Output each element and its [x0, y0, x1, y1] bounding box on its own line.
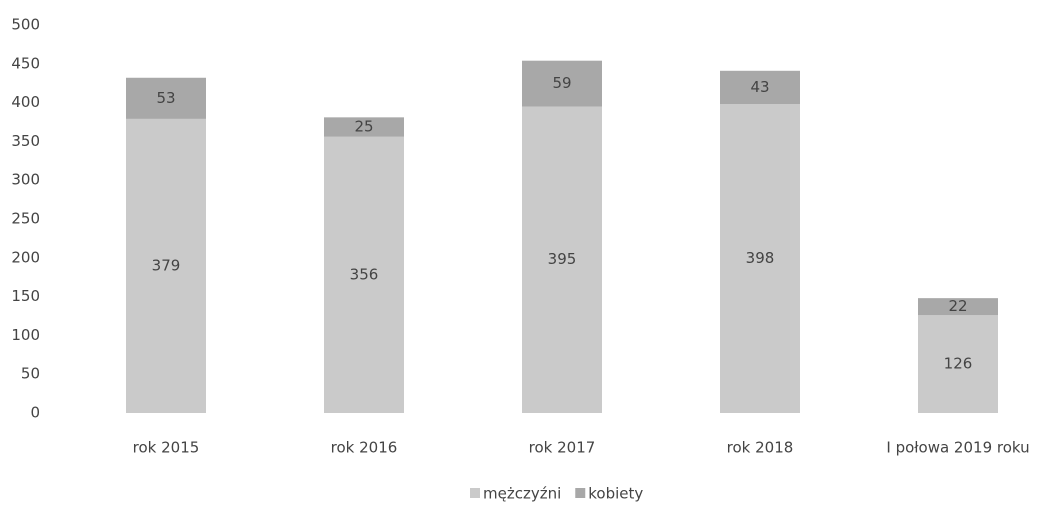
y-tick-label: 0 — [30, 404, 40, 422]
y-tick-label: 100 — [11, 326, 40, 344]
data-label: 53 — [156, 89, 175, 107]
legend-swatch — [470, 488, 480, 498]
legend-label: kobiety — [588, 485, 643, 503]
bar-segment — [522, 60, 602, 107]
y-tick-label: 250 — [11, 210, 40, 228]
bar-segment — [324, 136, 404, 413]
y-tick-label: 300 — [11, 171, 40, 189]
bar-segment — [918, 298, 998, 316]
data-label: 59 — [552, 74, 571, 92]
data-label: 356 — [350, 265, 379, 283]
x-tick-label: I połowa 2019 roku — [886, 439, 1029, 457]
bar-segment — [918, 315, 998, 413]
y-tick-label: 350 — [11, 132, 40, 150]
bar-segment — [126, 118, 206, 414]
x-tick-label: rok 2016 — [331, 439, 398, 457]
data-label: 398 — [746, 249, 775, 267]
data-label: 126 — [944, 355, 973, 373]
bar-segment — [126, 77, 206, 119]
x-tick-label: rok 2018 — [727, 439, 794, 457]
legend-swatch — [575, 488, 586, 498]
y-tick-label: 450 — [11, 54, 40, 72]
bar-segment — [720, 70, 800, 105]
x-tick-label: rok 2015 — [133, 439, 200, 457]
y-tick-label: 50 — [21, 365, 40, 383]
y-tick-label: 500 — [11, 16, 40, 34]
legend-label: mężczyźni — [483, 485, 561, 503]
data-label: 43 — [750, 78, 769, 96]
data-label: 22 — [948, 297, 967, 315]
data-label: 395 — [548, 250, 577, 268]
y-tick-label: 150 — [11, 287, 40, 305]
bar-segment — [720, 104, 800, 413]
data-label: 25 — [354, 118, 373, 136]
data-label: 379 — [152, 256, 181, 274]
y-tick-label: 400 — [11, 93, 40, 111]
bar-segment — [522, 106, 602, 413]
x-tick-label: rok 2017 — [529, 439, 596, 457]
bar-segment — [324, 117, 404, 137]
y-tick-label: 200 — [11, 248, 40, 266]
